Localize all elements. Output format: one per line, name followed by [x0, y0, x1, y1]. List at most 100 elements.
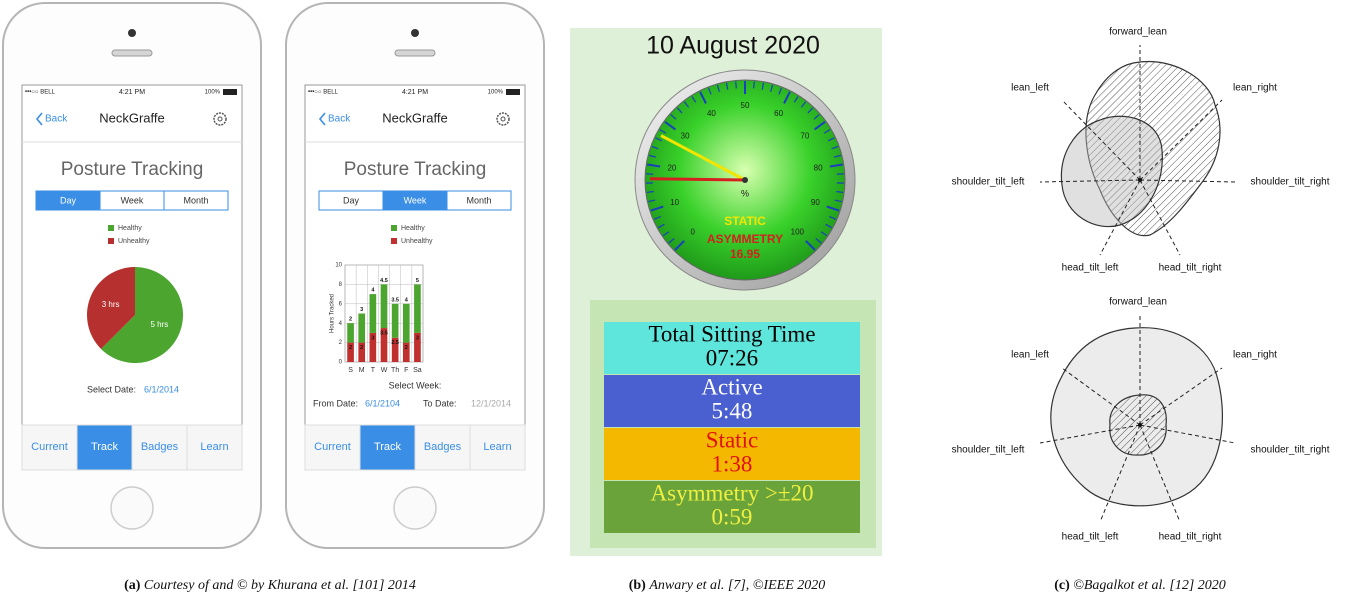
gauge-tick-label: 50 [741, 101, 750, 110]
x-tick-label: T [371, 367, 376, 374]
gauge-tick-label: 0 [690, 227, 695, 236]
status-battery: 100% [488, 90, 504, 96]
status-battery: 100% [205, 90, 221, 96]
legend-swatch [391, 238, 397, 244]
x-tick-label: S [348, 367, 353, 374]
needle-value: 16.95 [730, 247, 760, 261]
gauge-tick-label: 30 [681, 132, 690, 141]
tab-bar-label[interactable]: Current [31, 441, 68, 453]
radar-axis-label: head_tilt_right [1159, 532, 1222, 543]
bar-value-label: 4.5 [380, 278, 388, 284]
from-label: From Date: [313, 398, 358, 408]
caption-text: Anwary et al. [7], ©IEEE 2020 [648, 578, 825, 593]
tab-bar-label[interactable]: Track [91, 441, 119, 453]
legend-label: Healthy [401, 225, 425, 232]
segment-tab-label[interactable]: Week [404, 195, 427, 205]
summary-label: Static [706, 427, 758, 452]
bar-value-label: 2 [349, 317, 352, 323]
y-tick-label: 10 [335, 263, 342, 269]
tab-bar-label[interactable]: Badges [141, 441, 179, 453]
segment-tab-label[interactable]: Month [183, 195, 208, 205]
radar-axis-label: shoulder_tilt_right [1251, 445, 1330, 456]
to-date: 12/1/2014 [471, 398, 511, 408]
gauge-tick-label: 60 [774, 109, 783, 118]
summary-value: 0:59 [712, 504, 753, 529]
camera [411, 29, 419, 37]
from-date: 6/1/2104 [365, 398, 400, 408]
select-date: 6/1/2014 [144, 384, 179, 394]
caption-text: ©Bagalkot et al. [12] 2020 [1073, 578, 1226, 593]
caption: (a) Courtesy of and © by Khurana et al. … [124, 578, 416, 593]
bar-segment [358, 314, 365, 343]
tab-bar-label[interactable]: Track [374, 441, 402, 453]
tab-bar-label[interactable]: Current [314, 441, 351, 453]
radar-center [1138, 178, 1142, 182]
back-button[interactable]: Back [45, 114, 68, 125]
gauge-tick-label: 20 [667, 164, 676, 173]
radar-axis-label: lean_right [1233, 350, 1277, 361]
legend-label: Unhealthy [401, 238, 433, 245]
x-tick-label: Sa [413, 367, 422, 374]
segment-tab-label[interactable]: Day [60, 195, 77, 205]
bar-segment [381, 284, 388, 328]
bar-value-label: 5 [416, 278, 419, 284]
caption: (b) Anwary et al. [7], ©IEEE 2020 [629, 578, 826, 593]
home-button[interactable] [394, 487, 436, 529]
x-tick-label: W [381, 367, 388, 374]
gauge-tick-label: 100 [791, 227, 805, 236]
bar-value-label: 3.5 [391, 297, 399, 303]
pie-label: 5 hrs [150, 320, 168, 329]
gauge-tick-label: 80 [814, 164, 823, 173]
gauge-tick-label: 10 [670, 198, 679, 207]
legend-swatch [391, 225, 397, 231]
needle-name: STATIC [724, 214, 766, 228]
tab-bar-label[interactable]: Learn [483, 441, 511, 453]
summary-label: Total Sitting Time [648, 321, 815, 346]
nav-title: NeckGraffe [99, 110, 165, 125]
tab-bar-label[interactable]: Learn [200, 441, 228, 453]
x-tick-label: F [404, 367, 408, 374]
segment-tab-label[interactable]: Week [121, 195, 144, 205]
bar-value-label: 3 [416, 335, 419, 341]
segment-tab-label[interactable]: Month [466, 195, 491, 205]
back-button[interactable]: Back [328, 114, 351, 125]
tab-bar-label[interactable]: Badges [424, 441, 462, 453]
bar-segment [392, 304, 399, 338]
dashboard-title: 10 August 2020 [646, 32, 820, 60]
legend-label: Healthy [118, 225, 142, 232]
caption-label: (a) [124, 578, 141, 593]
bar-segment [403, 304, 410, 343]
bar-value-label: 3.5 [380, 331, 388, 337]
battery-icon [506, 89, 520, 95]
select-label: Select Week: [389, 380, 442, 390]
home-button[interactable] [111, 487, 153, 529]
status-time: 4:21 PM [119, 89, 145, 96]
status-carrier: •••○○ BELL [25, 90, 56, 96]
needle-name: ASYMMETRY [707, 232, 783, 246]
bar-value-label: 2 [349, 345, 352, 351]
segment-tab-label[interactable]: Day [343, 195, 360, 205]
to-label: To Date: [423, 398, 457, 408]
status-carrier: •••○○ BELL [308, 90, 339, 96]
gauge-hub [742, 177, 748, 183]
x-tick-label: Th [391, 367, 399, 374]
summary-value: 5:48 [712, 398, 753, 423]
radar-axis-label: lean_right [1233, 83, 1277, 94]
gauge-tick-label: 40 [707, 109, 716, 118]
radar-axis-label: shoulder_tilt_left [952, 445, 1025, 456]
pie-label: 3 hrs [102, 300, 120, 309]
bar-value-label: 3 [360, 307, 363, 313]
speaker [395, 50, 435, 56]
summary-label: Asymmetry >±20 [651, 480, 814, 505]
bar-value-label: 2 [360, 345, 363, 351]
nav-title: NeckGraffe [382, 110, 448, 125]
radar-axis-label: shoulder_tilt_right [1251, 177, 1330, 188]
caption-label: (c) [1054, 578, 1070, 593]
screen-heading: Posture Tracking [61, 159, 204, 180]
radar-axis-label: head_tilt_right [1159, 263, 1222, 274]
bar-segment [347, 323, 354, 342]
radar-axis-label: head_tilt_left [1062, 532, 1119, 543]
speaker [112, 50, 152, 56]
figure: •••○○ BELL 4:21 PM 100% Back NeckGraffe Postu… [0, 0, 1351, 601]
camera [128, 29, 136, 37]
